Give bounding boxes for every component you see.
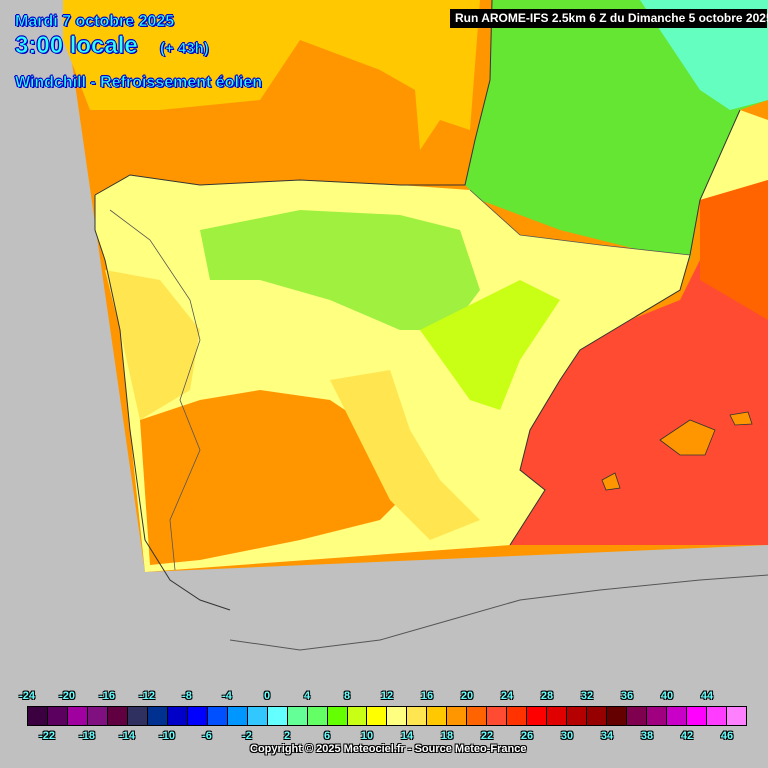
legend-swatch bbox=[247, 707, 268, 725]
legend-swatch bbox=[307, 707, 328, 725]
color-scale-legend bbox=[27, 706, 747, 726]
legend-label-bottom: 6 bbox=[323, 730, 331, 742]
legend-swatch bbox=[287, 707, 308, 725]
legend-label-bottom: -18 bbox=[79, 730, 95, 742]
border bbox=[469, 189, 691, 256]
menorca bbox=[729, 411, 753, 426]
legend-swatch bbox=[567, 707, 588, 725]
legend-swatch bbox=[28, 707, 48, 725]
legend-swatch bbox=[427, 707, 448, 725]
legend-label-top: 28 bbox=[540, 690, 554, 702]
legend-swatch bbox=[686, 707, 707, 725]
legend-swatch bbox=[227, 707, 248, 725]
legend-label-bottom: 18 bbox=[440, 730, 454, 742]
legend-swatch bbox=[647, 707, 667, 725]
legend-label-bottom: 42 bbox=[680, 730, 694, 742]
legend-label-top: 0 bbox=[263, 690, 271, 702]
legend-swatch bbox=[487, 707, 508, 725]
legend-swatch bbox=[706, 707, 727, 725]
legend-label-top: 24 bbox=[500, 690, 514, 702]
parameter-title: Windchill - Refroissement éolien bbox=[15, 74, 263, 92]
legend-swatch bbox=[726, 707, 746, 725]
legend-swatch bbox=[107, 707, 128, 725]
legend-label-top: 40 bbox=[660, 690, 674, 702]
legend-swatch bbox=[147, 707, 168, 725]
legend-label-top: -12 bbox=[139, 690, 155, 702]
legend-swatch bbox=[447, 707, 468, 725]
mediterranean-sea bbox=[510, 260, 768, 545]
forecast-time: 3:00 locale bbox=[15, 32, 138, 60]
copyright-text: Copyright © 2025 Meteociel.fr - Source M… bbox=[250, 743, 527, 755]
legend-swatch bbox=[667, 707, 687, 725]
iberia-central-warm bbox=[330, 370, 480, 540]
legend-swatch bbox=[507, 707, 528, 725]
coastline bbox=[94, 195, 231, 611]
legend-swatch bbox=[47, 707, 68, 725]
legend-swatch bbox=[387, 707, 408, 725]
legend-swatch bbox=[547, 707, 568, 725]
iberia-south-warm bbox=[140, 390, 400, 565]
legend-swatch bbox=[467, 707, 488, 725]
legend-swatch bbox=[327, 707, 348, 725]
legend-label-bottom: 2 bbox=[283, 730, 291, 742]
legend-label-bottom: -14 bbox=[119, 730, 135, 742]
legend-swatch bbox=[87, 707, 108, 725]
iberia-green-north bbox=[200, 210, 480, 330]
legend-label-bottom: 46 bbox=[720, 730, 734, 742]
border bbox=[109, 209, 201, 571]
legend-label-bottom: -22 bbox=[39, 730, 55, 742]
legend-label-bottom: -10 bbox=[159, 730, 175, 742]
legend-label-top: 32 bbox=[580, 690, 594, 702]
coastline bbox=[94, 0, 493, 196]
mallorca bbox=[659, 419, 716, 456]
legend-label-top: 20 bbox=[460, 690, 474, 702]
legend-swatch bbox=[367, 707, 388, 725]
legend-label-bottom: 34 bbox=[600, 730, 614, 742]
france-south bbox=[700, 110, 768, 200]
legend-label-top: 44 bbox=[700, 690, 714, 702]
legend-label-top: -20 bbox=[59, 690, 75, 702]
legend-swatch bbox=[607, 707, 628, 725]
bay-of-biscay bbox=[63, 0, 480, 150]
legend-swatch bbox=[527, 707, 548, 725]
legend-label-top: -8 bbox=[182, 690, 192, 702]
legend-label-bottom: 30 bbox=[560, 730, 574, 742]
legend-swatch bbox=[67, 707, 88, 725]
model-run-banner: Run AROME-IFS 2.5km 6 Z du Dimanche 5 oc… bbox=[450, 9, 768, 28]
forecast-date: Mardi 7 octobre 2025 bbox=[15, 13, 175, 31]
lead-time: (+ 43h) bbox=[160, 40, 209, 58]
mediterranean-far bbox=[700, 180, 768, 320]
legend-swatch bbox=[627, 707, 648, 725]
legend-label-bottom: -6 bbox=[202, 730, 212, 742]
legend-label-bottom: -2 bbox=[242, 730, 252, 742]
iberia-green-ebro bbox=[420, 280, 560, 410]
legend-swatch bbox=[587, 707, 608, 725]
legend-label-bottom: 22 bbox=[480, 730, 494, 742]
legend-swatch bbox=[347, 707, 368, 725]
legend-label-top: -4 bbox=[222, 690, 232, 702]
legend-swatch bbox=[207, 707, 228, 725]
legend-label-top: 12 bbox=[380, 690, 394, 702]
legend-label-top: -24 bbox=[19, 690, 35, 702]
ibiza bbox=[601, 472, 621, 491]
coastline bbox=[509, 109, 741, 546]
coastline-africa bbox=[229, 574, 768, 651]
legend-label-top: 16 bbox=[420, 690, 434, 702]
legend-label-top: 8 bbox=[343, 690, 351, 702]
legend-label-bottom: 14 bbox=[400, 730, 414, 742]
legend-label-bottom: 26 bbox=[520, 730, 534, 742]
legend-label-bottom: 38 bbox=[640, 730, 654, 742]
legend-swatch bbox=[187, 707, 208, 725]
legend-label-top: 4 bbox=[303, 690, 311, 702]
iberia-portugal bbox=[105, 270, 200, 420]
legend-swatch bbox=[407, 707, 428, 725]
legend-label-bottom: 10 bbox=[360, 730, 374, 742]
legend-swatch bbox=[127, 707, 148, 725]
legend-swatch bbox=[267, 707, 288, 725]
legend-label-top: 36 bbox=[620, 690, 634, 702]
legend-swatch bbox=[167, 707, 188, 725]
legend-label-top: -16 bbox=[99, 690, 115, 702]
